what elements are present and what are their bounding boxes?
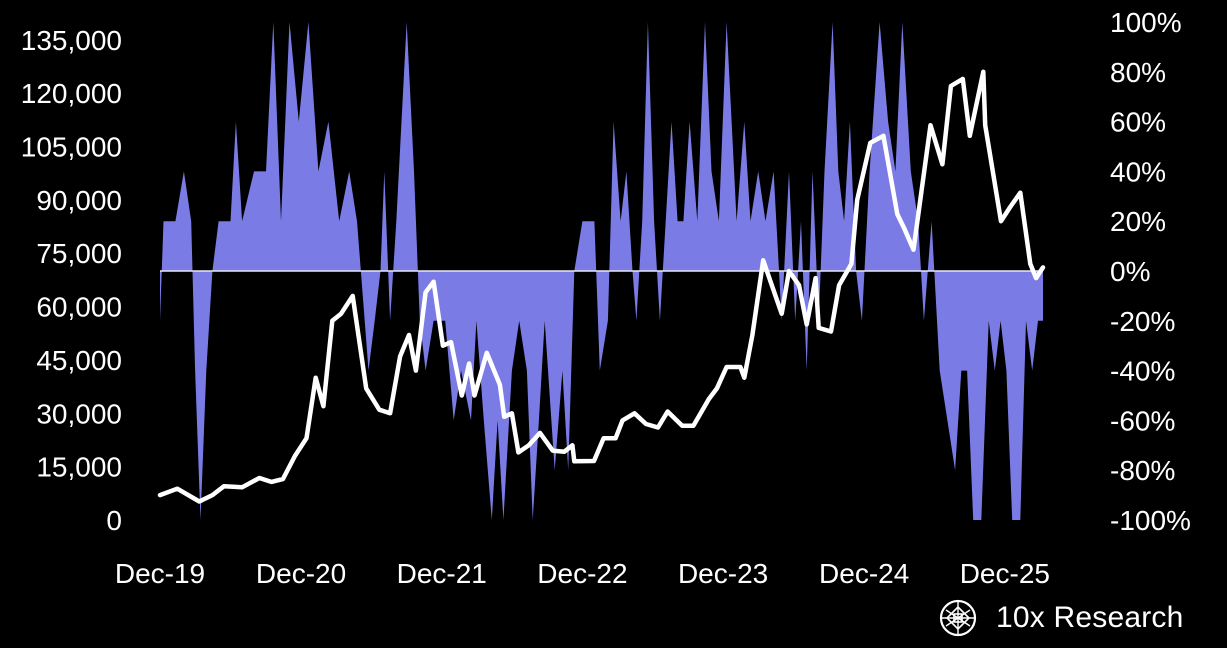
right-tick-label: -80% bbox=[1110, 455, 1175, 486]
right-tick-label: 0% bbox=[1110, 256, 1150, 287]
drawdown-area-series bbox=[160, 22, 1043, 520]
right-tick-label: 20% bbox=[1110, 206, 1166, 237]
right-axis-ticks: -100% -80% -60% -40% -20% 0% 20% 40% 60% 80% 100% bbox=[1110, 7, 1191, 536]
x-tick-label: Dec-20 bbox=[256, 558, 346, 589]
right-tick-label: 100% bbox=[1110, 7, 1182, 38]
x-tick-label: Dec-25 bbox=[960, 558, 1050, 589]
left-tick-label: 105,000 bbox=[21, 132, 122, 163]
brand-logo: 10x Research bbox=[936, 598, 1184, 638]
left-tick-label: 15,000 bbox=[36, 452, 122, 483]
left-tick-label: 135,000 bbox=[21, 25, 122, 56]
10x-research-logo-icon bbox=[939, 599, 977, 637]
x-tick-label: Dec-22 bbox=[537, 558, 627, 589]
right-tick-label: -40% bbox=[1110, 356, 1175, 387]
left-tick-label: 120,000 bbox=[21, 78, 122, 109]
right-tick-label: -20% bbox=[1110, 306, 1175, 337]
right-tick-label: 80% bbox=[1110, 57, 1166, 88]
x-tick-label: Dec-19 bbox=[115, 558, 205, 589]
left-axis-ticks: 0 15,000 30,000 45,000 60,000 75,000 90,000 105… bbox=[21, 25, 122, 536]
right-tick-label: 40% bbox=[1110, 156, 1166, 187]
right-tick-label: -100% bbox=[1110, 505, 1191, 536]
brand-name: 10x Research bbox=[996, 601, 1184, 634]
price-line bbox=[157, 69, 1046, 504]
x-axis-ticks: Dec-19 Dec-20 Dec-21 Dec-22 Dec-23 Dec-24 Dec-… bbox=[115, 558, 1050, 589]
x-tick-label: Dec-24 bbox=[819, 558, 909, 589]
left-tick-label: 30,000 bbox=[36, 398, 122, 429]
left-tick-label: 90,000 bbox=[36, 185, 122, 216]
x-tick-label: Dec-23 bbox=[678, 558, 768, 589]
left-tick-label: 60,000 bbox=[36, 292, 122, 323]
x-tick-label: Dec-21 bbox=[397, 558, 487, 589]
left-tick-label: 0 bbox=[106, 505, 122, 536]
left-tick-label: 75,000 bbox=[36, 238, 122, 269]
price-line-series bbox=[157, 69, 1046, 504]
right-tick-label: 60% bbox=[1110, 107, 1166, 138]
left-tick-label: 45,000 bbox=[36, 345, 122, 376]
right-tick-label: -60% bbox=[1110, 405, 1175, 436]
